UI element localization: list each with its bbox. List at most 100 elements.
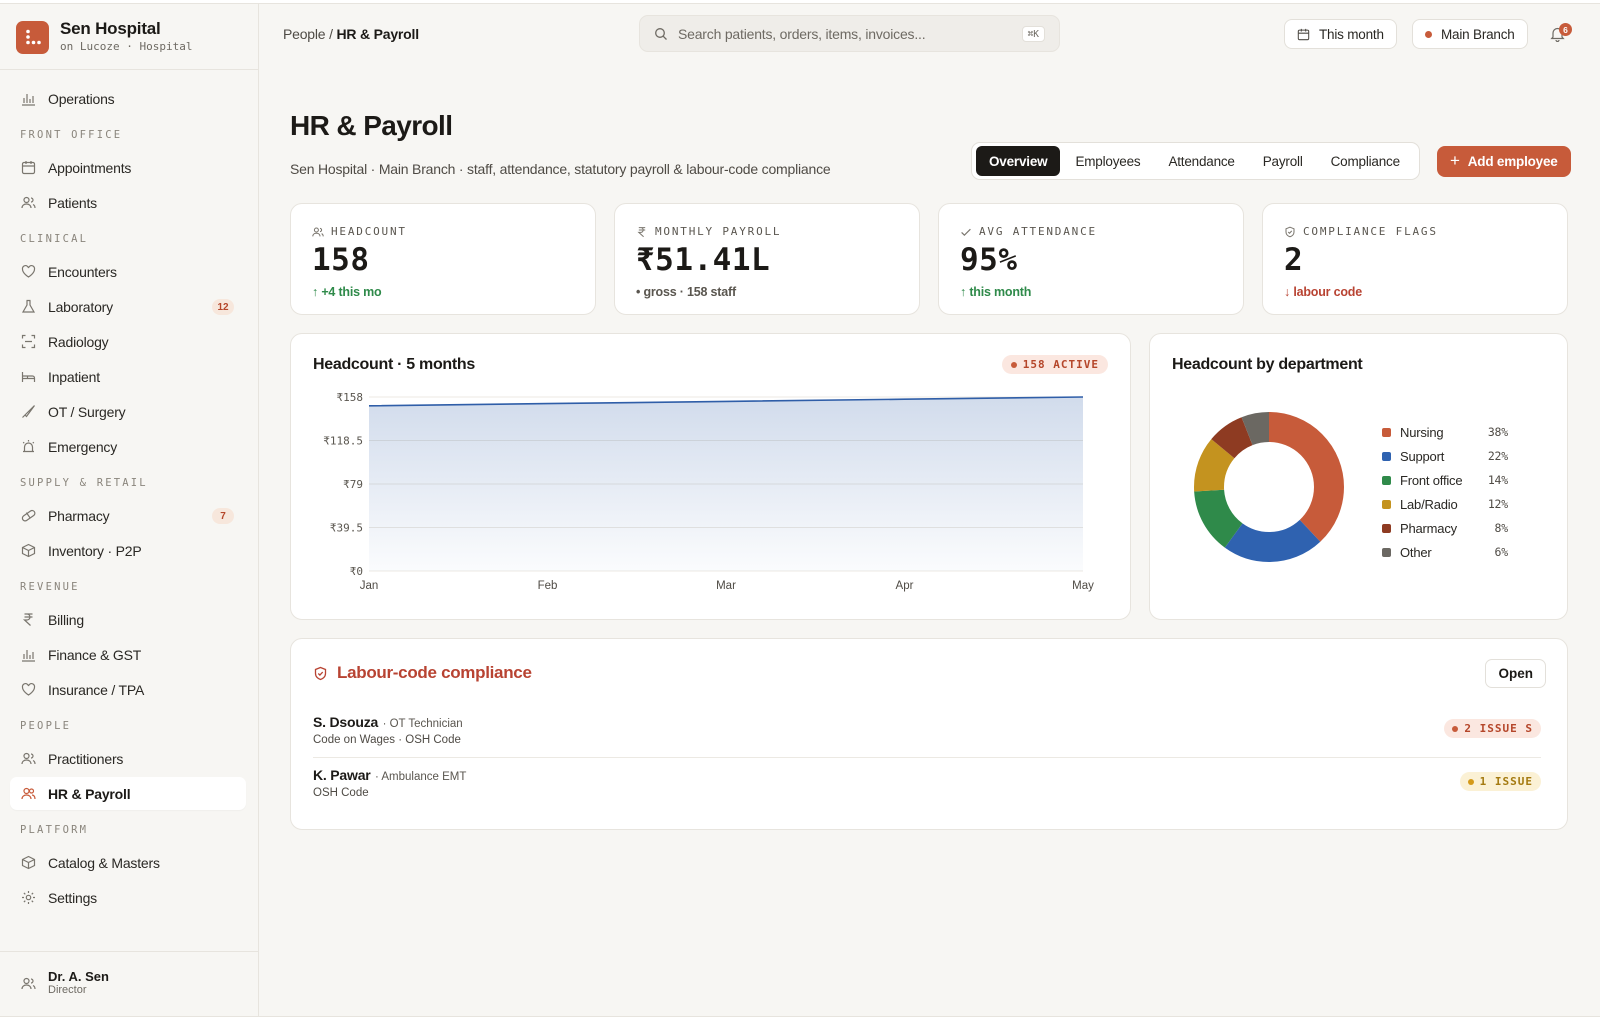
pill-icon	[20, 508, 36, 524]
compliance-row[interactable]: K. Pawar · Ambulance EMT OSH Code 1 ISSU…	[313, 767, 1541, 821]
legend-value: 22%	[1487, 449, 1508, 463]
breadcrumb-current: HR & Payroll	[336, 26, 419, 42]
sidebar-item-inventory[interactable]: Inventory · P2P	[10, 534, 246, 567]
issue-badge: 2 ISSUE S	[1444, 719, 1541, 738]
sidebar-item-catalog[interactable]: Catalog & Masters	[10, 846, 246, 879]
sidebar-item-encounters[interactable]: Encounters	[10, 255, 246, 288]
legend-label: Lab/Radio	[1400, 496, 1458, 512]
sidebar-item-label: Radiology	[48, 333, 109, 350]
legend-swatch	[1382, 451, 1391, 461]
sidebar-item-label: Insurance / TPA	[48, 681, 145, 698]
legend-item: Front office 14%	[1382, 468, 1508, 492]
sidebar-item-pharmacy[interactable]: Pharmacy 7	[10, 499, 246, 532]
tab-overview[interactable]: Overview	[976, 146, 1061, 176]
users-icon	[20, 195, 36, 211]
period-selector[interactable]: This month	[1284, 19, 1397, 49]
legend-swatch	[1382, 547, 1391, 557]
legend-label: Other	[1400, 544, 1432, 560]
shield-icon	[314, 666, 327, 680]
sidebar-item-radiology[interactable]: Radiology	[10, 325, 246, 358]
legend-label: Support	[1400, 448, 1445, 464]
heart-icon	[20, 264, 36, 280]
branch-selector[interactable]: Main Branch	[1412, 19, 1528, 49]
compliance-row[interactable]: S. Dsouza · OT Technician Code on Wages …	[313, 714, 1541, 768]
legend-label: Pharmacy	[1400, 520, 1457, 536]
kpi-delta: ↑ this month	[960, 285, 1032, 299]
user-profile[interactable]: Dr. A. Sen Director	[20, 969, 109, 997]
add-employee-label: Add employee	[1467, 154, 1558, 169]
status-dot	[1467, 778, 1474, 785]
sidebar-item-hr-payroll[interactable]: HR & Payroll	[10, 777, 246, 810]
status-dot	[1452, 725, 1459, 732]
sidebar-item-insurance[interactable]: Insurance / TPA	[10, 673, 246, 706]
brand-logo-icon	[16, 20, 49, 54]
search-input[interactable]: Search patients, orders, items, invoices…	[639, 15, 1060, 52]
breadcrumb-parent[interactable]: People /	[283, 26, 333, 42]
legend-item: Lab/Radio 12%	[1382, 492, 1508, 516]
branch-label: Main Branch	[1441, 26, 1515, 42]
rupee-icon	[636, 226, 648, 238]
x-tick-label: Feb	[538, 580, 558, 592]
sidebar-item-label: Billing	[48, 611, 84, 628]
sidebar-item-operations[interactable]: Operations	[10, 82, 246, 115]
brand-subtitle: on Lucoze · Hospital	[60, 40, 193, 53]
divider	[0, 951, 258, 952]
sidebar-item-laboratory[interactable]: Laboratory 12	[10, 290, 246, 323]
donut-slice-other	[1194, 412, 1344, 562]
siren-icon	[20, 439, 36, 455]
kpi-delta: ↑ +4 this mo	[312, 285, 382, 299]
heart-icon	[20, 682, 36, 698]
search-placeholder: Search patients, orders, items, invoices…	[678, 25, 926, 42]
issue-count: 1 ISSUE	[1479, 775, 1533, 788]
plus-icon: +	[1450, 150, 1460, 170]
sidebar-item-label: Settings	[48, 889, 97, 906]
tab-compliance[interactable]: Compliance	[1330, 153, 1400, 169]
sidebar-item-label: OT / Surgery	[48, 403, 126, 420]
tab-attendance[interactable]: Attendance	[1168, 153, 1235, 169]
sidebar-item-label: Finance & GST	[48, 646, 142, 663]
sidebar-item-label: Operations	[48, 90, 115, 107]
divider	[313, 757, 1541, 758]
series-line	[368, 396, 1084, 407]
notifications-button[interactable]: 6	[1550, 23, 1572, 48]
sidebar-item-practitioners[interactable]: Practitioners	[10, 742, 246, 775]
legend-item: Other 6%	[1382, 540, 1508, 564]
employee-role: · OT Technician	[382, 718, 463, 730]
kpi-delta: • gross · 158 staff	[636, 285, 736, 299]
sidebar-item-emergency[interactable]: Emergency	[10, 430, 246, 463]
kpi-delta: ↓ labour code	[1284, 285, 1362, 299]
sidebar-item-inpatient[interactable]: Inpatient	[10, 360, 246, 393]
brand-name: Sen Hospital	[60, 19, 161, 38]
sidebar-item-patients[interactable]: Patients	[10, 186, 246, 219]
y-tick-label: ₹39.5	[330, 522, 363, 535]
divider	[0, 69, 258, 70]
kpi-card-compliance: COMPLIANCE FLAGS 2 ↓ labour code	[1262, 203, 1568, 315]
open-compliance-button[interactable]: Open	[1485, 659, 1546, 688]
section-label-clinical: CLINICAL	[20, 233, 89, 245]
sidebar-item-ot-surgery[interactable]: OT / Surgery	[10, 395, 246, 428]
calendar-icon	[20, 160, 36, 176]
brand[interactable]: Sen Hospital on Lucoze · Hospital	[16, 19, 246, 55]
x-tick-label: Mar	[716, 580, 736, 592]
flask-icon	[20, 299, 36, 315]
team-icon	[20, 786, 36, 802]
add-employee-button[interactable]: + Add employee	[1437, 146, 1571, 177]
sidebar-item-billing[interactable]: Billing	[10, 603, 246, 636]
topbar: People / HR & Payroll Search patients, o…	[260, 4, 1600, 68]
sidebar-item-label: Inventory · P2P	[48, 542, 142, 559]
legend-swatch	[1382, 523, 1391, 533]
department-chart-card: Headcount by department Nursing 38% Suppor…	[1149, 333, 1568, 620]
tab-payroll[interactable]: Payroll	[1262, 153, 1303, 169]
tab-employees[interactable]: Employees	[1075, 153, 1141, 169]
legend-item: Nursing 38%	[1382, 420, 1508, 444]
sidebar: Sen Hospital on Lucoze · Hospital Operat…	[0, 4, 259, 1016]
sidebar-item-appointments[interactable]: Appointments	[10, 151, 246, 184]
x-tick-label: Jan	[360, 580, 379, 592]
employee-codes: Code on Wages · OSH Code	[313, 734, 461, 746]
gear-icon	[20, 890, 36, 906]
sidebar-item-settings[interactable]: Settings	[10, 881, 246, 914]
employee-name: K. Pawar	[313, 767, 371, 783]
department-donut-chart	[1194, 412, 1344, 562]
sidebar-item-finance[interactable]: Finance & GST	[10, 638, 246, 671]
kpi-value: ₹51.41L	[636, 242, 771, 278]
